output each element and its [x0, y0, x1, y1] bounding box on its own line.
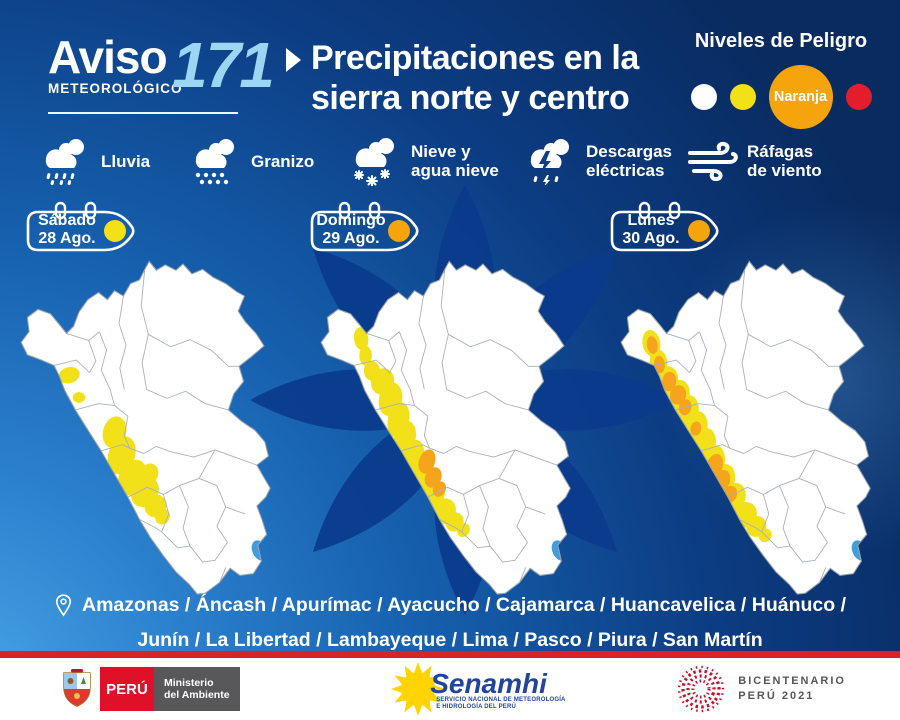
- ministry-name-label: Ministerio del Ambiente: [154, 667, 240, 711]
- legend-label: Ráfagas: [747, 142, 814, 161]
- senamhi-subtitle: SERVICIO NACIONAL DE METEOROLOGÍA E HIDR…: [436, 697, 566, 710]
- legend-item-snow: Nieve y agua nieve: [346, 136, 521, 186]
- date-badge-sunday: Domingo 29 Ago.: [306, 200, 430, 262]
- peru-coat-of-arms-icon: [63, 669, 91, 707]
- brand-subtitle: METEOROLÓGICO: [48, 81, 183, 96]
- legend-label: de viento: [747, 161, 822, 180]
- danger-levels: Niveles de Peligro Naranja: [676, 30, 886, 129]
- date-badge-monday: Lunes 30 Ago.: [606, 200, 730, 262]
- danger-level-circles: Naranja: [676, 65, 886, 129]
- peru-map-sunday: [320, 260, 571, 595]
- peru-map-monday: [620, 260, 871, 595]
- legend-label: Lluvia: [101, 151, 151, 171]
- ministry-country-label: PERÚ: [100, 667, 154, 711]
- red-divider: [0, 651, 900, 658]
- bicentenario-logo: BICENTENARIO PERÚ 2021: [676, 664, 846, 714]
- footer: PERÚ Ministerio del Ambiente: [0, 658, 900, 720]
- day-date: 30 Ago.: [622, 230, 680, 247]
- day-date: 29 Ago.: [322, 230, 380, 247]
- day-level-dot: [104, 220, 126, 242]
- location-pin-icon: [55, 594, 72, 617]
- page-title: Precipitaciones en la sierra norte y cen…: [311, 38, 639, 118]
- advisory-number: 171: [172, 29, 275, 101]
- senamhi-name: Senamhi: [430, 668, 547, 699]
- legend-label: eléctricas: [586, 161, 665, 180]
- legend-item-lightning: Descargas eléctricas: [521, 137, 686, 185]
- level-yellow-circle: [729, 84, 756, 110]
- hail-icon: [195, 139, 234, 185]
- bicentenario-swirl-icon: [678, 665, 725, 713]
- day-name: Sábado: [38, 212, 96, 229]
- calendar-tag-icon: [26, 201, 135, 252]
- snow-icon: [354, 138, 394, 186]
- weather-legend: Lluvia Granizo: [36, 136, 866, 186]
- sun-icon: [391, 662, 446, 716]
- day-name: Domingo: [316, 212, 386, 229]
- forecast-maps: Sábado 28 Ago.: [0, 196, 900, 598]
- rain-icon: [45, 139, 84, 185]
- regions-line1: Amazonas / Áncash / Apurímac / Ayacucho …: [81, 594, 846, 616]
- peru-map-saturday: [20, 260, 271, 595]
- level-white-circle: [690, 84, 717, 110]
- calendar-tag-icon: [310, 201, 419, 252]
- title-block: Precipitaciones en la sierra norte y cen…: [286, 38, 639, 118]
- ministry-logo: PERÚ Ministerio del Ambiente: [60, 666, 240, 712]
- bicentenario-text: BICENTENARIO PERÚ 2021: [738, 675, 846, 702]
- danger-levels-title: Niveles de Peligro: [694, 30, 868, 52]
- legend-item-hail: Granizo: [186, 137, 346, 185]
- regions-line2: Junín / La Libertad / Lambayeque / Lima …: [137, 628, 763, 651]
- brand-underline: [48, 112, 238, 114]
- title-line1: Precipitaciones en la: [311, 39, 639, 77]
- map-panel-sunday: Domingo 29 Ago.: [300, 196, 600, 598]
- brand-title: Aviso: [48, 31, 168, 83]
- day-name: Lunes: [627, 212, 675, 229]
- title-line2: sierra norte y centro: [311, 79, 630, 117]
- legend-label: agua nieve: [411, 161, 499, 180]
- level-orange-label: Naranja: [773, 89, 828, 105]
- arrow-icon: [286, 48, 301, 72]
- senamhi-logo: Senamhi SERVICIO NACIONAL DE METEOROLOGÍ…: [390, 661, 565, 717]
- legend-label: Nieve y: [411, 142, 471, 161]
- day-level-dot: [688, 220, 710, 242]
- legend-item-wind: Ráfagas de viento: [686, 141, 836, 181]
- level-orange-circle: Naranja: [768, 65, 833, 129]
- legend-label: Descargas: [586, 142, 673, 161]
- map-panel-monday: Lunes 30 Ago.: [600, 196, 900, 598]
- day-level-dot: [388, 220, 410, 242]
- regions-list: Amazonas / Áncash / Apurímac / Ayacucho …: [0, 592, 900, 651]
- map-panel-saturday: Sábado 28 Ago.: [0, 196, 300, 598]
- brand-block: Aviso METEOROLÓGICO 171: [48, 29, 298, 114]
- level-red-circle: [845, 84, 872, 110]
- legend-item-rain: Lluvia: [36, 137, 186, 185]
- date-badge-saturday: Sábado 28 Ago.: [22, 200, 146, 262]
- legend-label: Granizo: [251, 151, 315, 171]
- poster-body: Aviso METEOROLÓGICO 171 Precipitaciones …: [0, 0, 900, 651]
- calendar-tag-icon: [610, 201, 719, 252]
- wind-icon: [688, 141, 738, 181]
- lightning-icon: [530, 139, 569, 185]
- day-date: 28 Ago.: [38, 230, 96, 247]
